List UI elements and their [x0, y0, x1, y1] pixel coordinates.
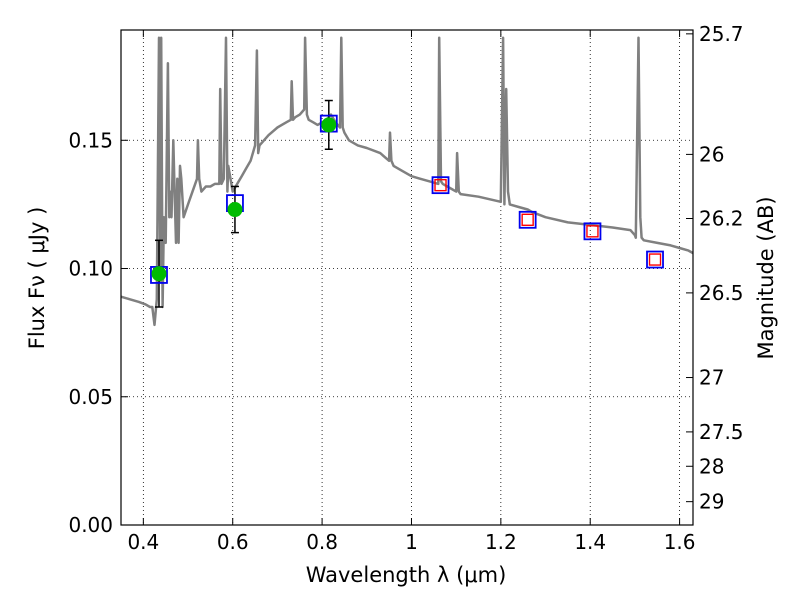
x-axis-title: Wavelength λ (μm): [306, 563, 507, 587]
y2-tick-label: 27: [699, 366, 724, 390]
x-tick-label: 1.4: [574, 530, 606, 554]
model-flux-marker: [583, 222, 602, 241]
model-flux-marker: [646, 250, 664, 269]
spectrum-line: [121, 36, 693, 327]
plot-frame: [120, 29, 694, 526]
y-tick-label: 0.05: [68, 385, 113, 409]
model-flux-marker: [431, 176, 450, 195]
predicted-flux-marker: [586, 225, 599, 238]
y2-tick-label: 26: [699, 142, 724, 166]
predicted-flux-marker: [434, 178, 447, 192]
observed-flux-marker: [321, 117, 337, 133]
y2-axis-title: Magnitude (AB): [754, 196, 778, 359]
y2-tick-label: 26.5: [699, 281, 744, 305]
x-tick-label: 1.6: [664, 530, 696, 554]
y2-tick-label: 28: [699, 454, 724, 478]
y2-tick-label: 26.2: [699, 207, 744, 231]
y-tick-label: 0.00: [68, 513, 113, 537]
y2-tick-label: 27.5: [699, 420, 744, 444]
observed-flux-marker: [151, 266, 167, 282]
x-tick-label: 0.6: [217, 530, 249, 554]
x-tick-label: 1.2: [485, 530, 517, 554]
ticks: 0.4 0.6 0.8 1 1.2 1.4 1.6 0.00 0.05 0.10 0.15 25.7 2…: [68, 22, 743, 554]
y2-tick-label: 25.7: [699, 22, 744, 46]
y-tick-label: 0.15: [68, 128, 113, 152]
y-axis-title: Flux Fν ( μJy ): [25, 207, 49, 350]
grid-lines: [121, 30, 693, 526]
x-tick-label: 1: [405, 530, 418, 554]
y2-tick-label: 29: [699, 490, 724, 514]
data-markers: [150, 114, 664, 284]
x-tick-label: 0.4: [127, 530, 159, 554]
x-tick-label: 0.8: [306, 530, 338, 554]
predicted-flux-marker: [648, 253, 662, 266]
predicted-flux-marker: [521, 213, 534, 226]
axes: [120, 29, 694, 526]
y-tick-label: 0.10: [68, 257, 113, 281]
spectrum-series: [121, 36, 693, 327]
observed-flux-marker: [227, 202, 243, 218]
model-flux-marker: [518, 210, 537, 229]
